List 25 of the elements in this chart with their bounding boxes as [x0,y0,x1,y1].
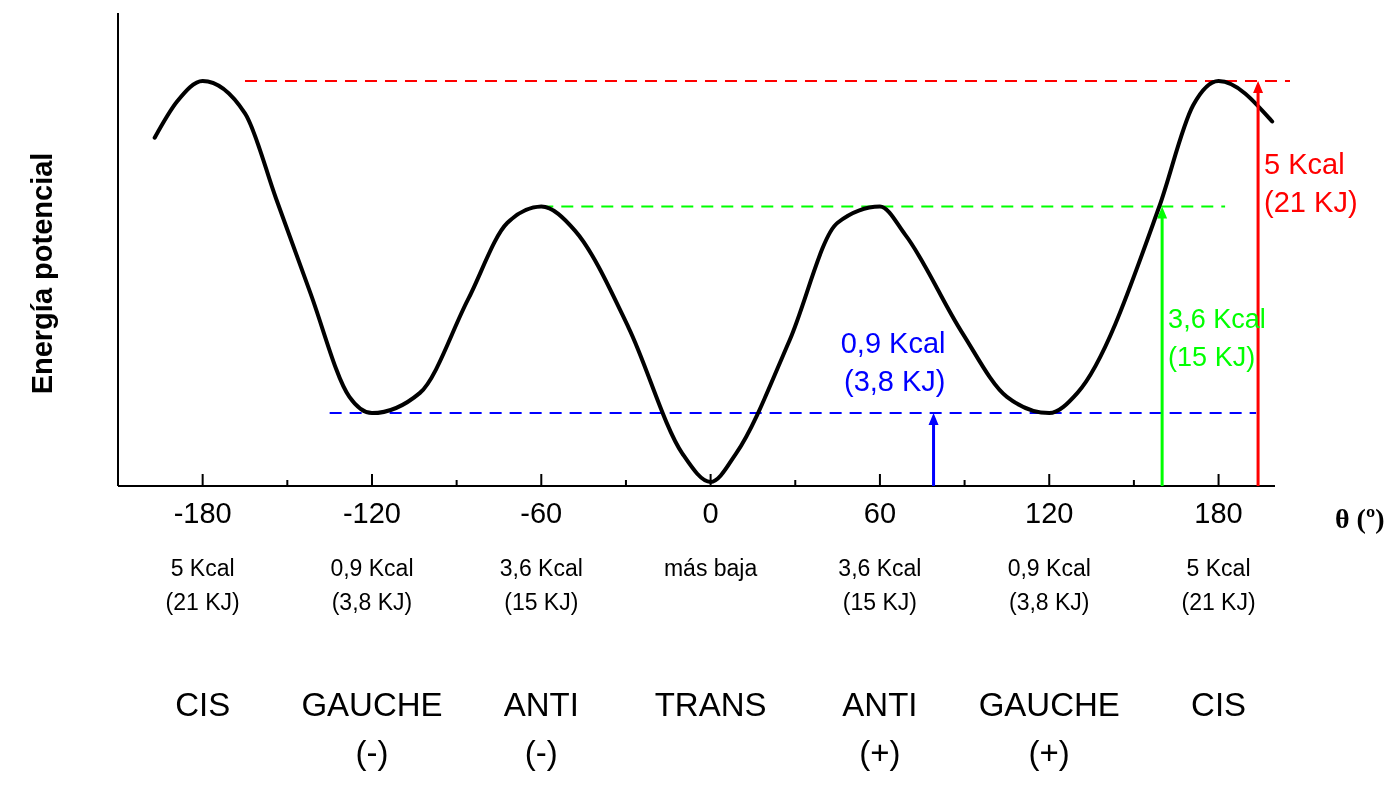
x-tick-label: -180 [173,497,232,529]
text: 5 Kcal (21 KJ) [165,555,240,615]
x-tick-label: -120 [342,497,401,529]
x-tick-label: -60 [520,497,563,529]
text: GAUCHE (-) [301,686,443,771]
text: CIS [175,686,231,723]
text: ANTI (+) [842,686,918,771]
annotation: 0,9 Kcal (3,8 KJ) [840,326,946,397]
x-tick-label: 120 [1025,497,1074,529]
text: más baja [663,555,758,581]
x-axis-title: θ (º) [1335,503,1385,534]
annotation: 5 Kcal (21 KJ) [1264,148,1358,219]
x-tick-label: 0 [702,497,719,529]
text: ANTI (-) [503,686,579,771]
text: CIS [1191,686,1247,723]
text: 0,9 Kcal (3,8 KJ) [330,555,414,615]
x-tick-label: 180 [1194,497,1243,529]
text: 3,6 Kcal (15 KJ) [499,555,583,615]
text: TRANS [654,686,767,723]
text: 5 Kcal (21 KJ) [1181,555,1256,615]
text: GAUCHE (+) [978,686,1120,771]
x-tick-label: 60 [863,497,897,529]
text: 0,9 Kcal (3,8 KJ) [1007,555,1091,615]
y-axis-title: Energía potencial [26,152,58,395]
text: 3,6 Kcal (15 KJ) [838,555,922,615]
